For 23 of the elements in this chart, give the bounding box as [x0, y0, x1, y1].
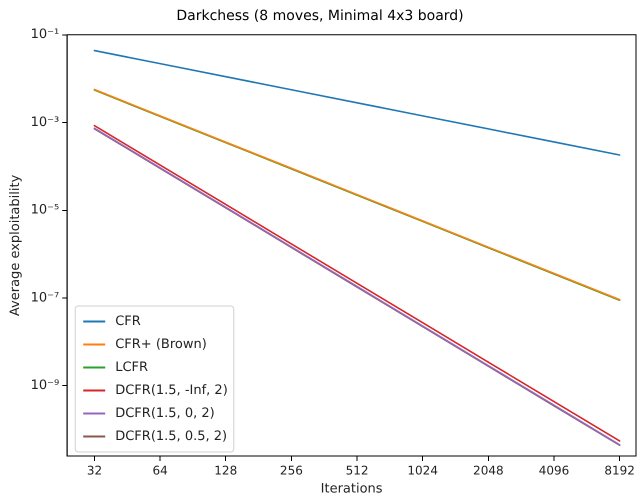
x-tick-label: 8192: [604, 463, 635, 478]
x-tick-label: 512: [346, 463, 368, 478]
x-tick-label: 32: [86, 463, 102, 478]
legend-label: CFR+ (Brown): [115, 336, 207, 352]
x-tick-label: 1024: [407, 463, 438, 478]
legend-label: DCFR(1.5, 0, 2): [115, 406, 215, 421]
x-tick-label: 4096: [538, 463, 570, 478]
y-tick-label: 10⁻¹: [30, 27, 60, 42]
legend-label: DCFR(1.5, 0.5, 2): [115, 428, 228, 444]
chart-title: Darkchess (8 moves, Minimal 4x3 board): [176, 8, 464, 24]
x-tick-label: 2048: [473, 463, 504, 478]
x-tick-label: 128: [214, 463, 238, 478]
y-tick-label: 10⁻³: [30, 114, 60, 130]
legend-label: LCFR: [115, 360, 148, 375]
y-axis-title: Average exploitability: [8, 174, 24, 316]
y-tick-label: 10⁻⁵: [30, 202, 60, 218]
legend-label: CFR: [115, 314, 141, 329]
x-axis-title: Iterations: [320, 482, 383, 497]
y-tick-label: 10⁻⁹: [30, 378, 60, 394]
y-tick-label: 10⁻⁷: [30, 290, 60, 306]
x-tick-label: 64: [152, 463, 168, 478]
legend-label: DCFR(1.5, -Inf, 2): [115, 382, 228, 398]
x-tick-label: 256: [280, 463, 303, 478]
